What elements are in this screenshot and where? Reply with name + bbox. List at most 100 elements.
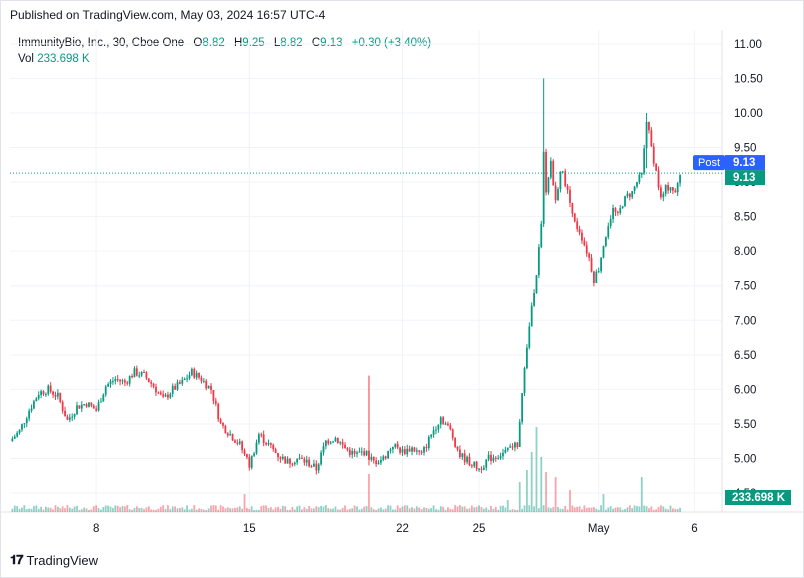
volume-bar <box>442 506 445 512</box>
volume-bar <box>157 508 160 512</box>
candle-body <box>384 456 387 459</box>
candle-body <box>11 438 14 442</box>
legend-symbol[interactable]: ImmunityBio, Inc., 30, Cboe One <box>18 37 185 49</box>
candle-body <box>64 410 66 417</box>
volume-bar <box>344 505 346 512</box>
candle-body <box>614 208 617 212</box>
volume-bar <box>78 509 81 512</box>
candle-body <box>528 326 531 348</box>
candle-body <box>119 379 121 382</box>
candle-body <box>298 457 301 459</box>
candle-body <box>564 171 567 187</box>
candle-body <box>210 385 212 390</box>
y-tick-label: 6.50 <box>734 350 756 362</box>
candle-body <box>655 163 658 171</box>
volume-bar <box>652 509 655 512</box>
volume-bar <box>133 508 136 512</box>
volume-bar <box>384 508 387 512</box>
volume-bar <box>480 506 483 512</box>
volume-bar <box>329 508 332 512</box>
candle-body <box>358 451 361 453</box>
volume-bar <box>356 506 358 512</box>
candle-body <box>66 416 69 420</box>
candle-body <box>100 401 102 403</box>
volume-bar <box>135 506 138 512</box>
candle-body <box>92 405 95 409</box>
volume-bar <box>114 505 117 512</box>
candle-body <box>573 213 576 222</box>
candle-body <box>284 456 287 464</box>
volume-bar <box>16 506 19 512</box>
volume-bar <box>327 508 330 512</box>
candle-body <box>557 189 559 201</box>
candle-body <box>183 378 186 380</box>
candle-body <box>293 462 296 465</box>
volume-bar <box>212 505 215 512</box>
volume-bar <box>248 508 251 512</box>
volume-bar <box>109 506 112 512</box>
candle-body <box>459 449 461 457</box>
candle-body <box>643 148 646 173</box>
candle-body <box>181 379 184 384</box>
candle-body <box>313 463 315 467</box>
candle-body <box>631 191 634 198</box>
candle-body <box>253 453 255 456</box>
volume-bar <box>459 505 461 512</box>
candle-body <box>277 452 279 458</box>
candle-body <box>301 457 303 459</box>
candle-body <box>33 401 35 409</box>
candle-body <box>112 381 114 383</box>
volume-bar <box>669 505 672 512</box>
volume-bar <box>284 506 287 512</box>
candle-body <box>102 394 105 402</box>
volume-bar <box>236 507 239 512</box>
candle-body <box>190 368 193 376</box>
candle-body <box>660 187 662 198</box>
candle-body <box>667 185 670 191</box>
price-chart[interactable]: 11.0010.5010.009.509.008.508.007.507.006… <box>0 30 804 545</box>
footer-brand[interactable]: TradingView <box>26 552 99 568</box>
volume-bar <box>552 507 555 512</box>
volume-bar <box>13 505 16 512</box>
volume-bar <box>504 507 507 512</box>
volume-bar <box>92 506 95 512</box>
volume-bar <box>571 505 574 512</box>
volume-bar <box>604 509 607 512</box>
volume-bar <box>56 506 59 512</box>
volume-bar <box>660 505 662 512</box>
x-tick-label: 25 <box>473 523 486 535</box>
volume-bar <box>573 507 576 512</box>
candle-body <box>461 453 464 457</box>
volume-bar <box>102 506 105 512</box>
volume-bar <box>47 507 50 512</box>
candle-body <box>478 468 480 470</box>
x-tick-label: 8 <box>93 523 99 535</box>
candle-body <box>296 458 299 463</box>
candle-body <box>449 425 452 430</box>
volume-bar <box>351 508 354 512</box>
volume-bar <box>423 507 425 512</box>
volume-bar <box>470 505 473 512</box>
last-price-badge <box>725 170 765 186</box>
candle-body <box>535 275 538 294</box>
volume-bar <box>222 506 224 512</box>
volume-bar <box>444 509 447 512</box>
candle-body <box>250 455 253 468</box>
volume-bar <box>612 508 614 512</box>
candle-body <box>454 437 457 447</box>
candle-body <box>198 372 200 378</box>
candle-body <box>248 457 251 468</box>
candle-body <box>265 442 267 445</box>
candle-body <box>645 121 648 149</box>
candle-body <box>581 232 583 241</box>
volume-bar <box>281 505 284 512</box>
candle-body <box>423 447 425 453</box>
volume-bar <box>411 507 413 512</box>
candle-body <box>585 245 588 254</box>
candle-body <box>372 456 375 461</box>
x-tick-label: 15 <box>243 523 256 535</box>
volume-bar <box>535 427 538 512</box>
volume-bar <box>255 509 258 512</box>
volume-bar <box>73 506 76 512</box>
volume-bar <box>207 508 210 512</box>
